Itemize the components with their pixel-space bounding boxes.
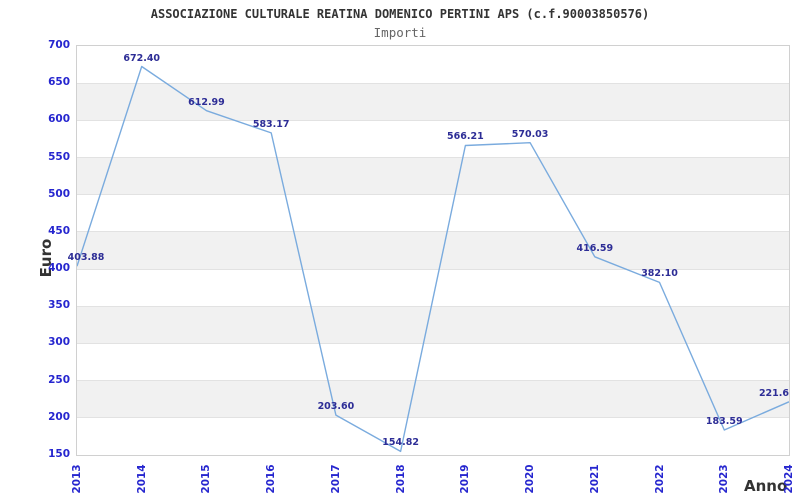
data-point-label: 221.6 <box>758 387 789 399</box>
data-point-label: 566.21 <box>447 131 484 143</box>
grid-band <box>77 306 789 344</box>
data-point-label: 403.88 <box>67 252 105 264</box>
x-tick-label: 2021 <box>588 464 601 494</box>
y-tick-label: 350 <box>48 299 70 312</box>
x-axis-title: Anno <box>744 477 788 495</box>
y-tick-label: 300 <box>48 336 70 349</box>
grid-band <box>77 231 789 270</box>
grid-line <box>77 119 789 121</box>
data-point-label: 203.60 <box>317 401 355 413</box>
grid-line <box>77 82 789 84</box>
x-tick-label: 2017 <box>329 464 342 494</box>
y-tick-label: 400 <box>48 262 70 275</box>
chart-title: ASSOCIAZIONE CULTURALE REATINA DOMENICO … <box>150 7 650 21</box>
series-line <box>77 65 789 453</box>
x-tick-label: 2013 <box>71 464 83 494</box>
y-tick-label: 600 <box>48 113 70 126</box>
grid-line <box>77 380 789 382</box>
chart-subtitle: Importi <box>373 25 427 40</box>
data-point-label: 583.17 <box>252 118 290 130</box>
x-tick-label: 2024 <box>783 464 795 494</box>
x-tick-label: 2022 <box>653 464 666 494</box>
grid-line <box>77 268 789 270</box>
y-tick-label: 700 <box>48 39 70 51</box>
y-tick-label: 650 <box>48 76 70 89</box>
data-point-label: 183.59 <box>705 416 743 428</box>
y-tick-label: 550 <box>48 150 70 163</box>
y-tick-label: 450 <box>48 224 70 237</box>
grid-line <box>77 417 789 419</box>
y-tick-label: 250 <box>48 373 70 386</box>
grid-band <box>77 380 789 418</box>
data-point-label: 570.03 <box>511 128 549 140</box>
y-tick-label: 500 <box>48 187 70 200</box>
y-tick-label: 150 <box>48 448 70 460</box>
data-point-label: 382.10 <box>641 268 678 280</box>
line-series <box>77 65 789 453</box>
x-tick-label: 2018 <box>394 464 407 494</box>
grid-line <box>77 194 789 196</box>
grid-line <box>77 342 789 344</box>
x-tick-label: 2016 <box>265 464 278 494</box>
plot-area <box>76 45 790 456</box>
x-tick-label: 2015 <box>200 464 213 494</box>
x-tick-label: 2023 <box>718 464 731 494</box>
x-tick-label: 2020 <box>524 464 537 494</box>
data-point-label: 612.99 <box>188 96 225 108</box>
grid-line <box>77 231 789 233</box>
y-tick-label: 200 <box>48 410 70 423</box>
grid-line <box>77 305 789 307</box>
data-point-label: 154.82 <box>382 437 419 449</box>
grid-band <box>77 157 789 195</box>
grid-band <box>77 83 789 121</box>
data-point-label: 416.59 <box>576 242 614 254</box>
grid-line <box>77 157 789 159</box>
data-point-label: 672.40 <box>123 52 161 64</box>
x-tick-label: 2014 <box>135 464 148 494</box>
x-tick-label: 2019 <box>459 464 472 494</box>
